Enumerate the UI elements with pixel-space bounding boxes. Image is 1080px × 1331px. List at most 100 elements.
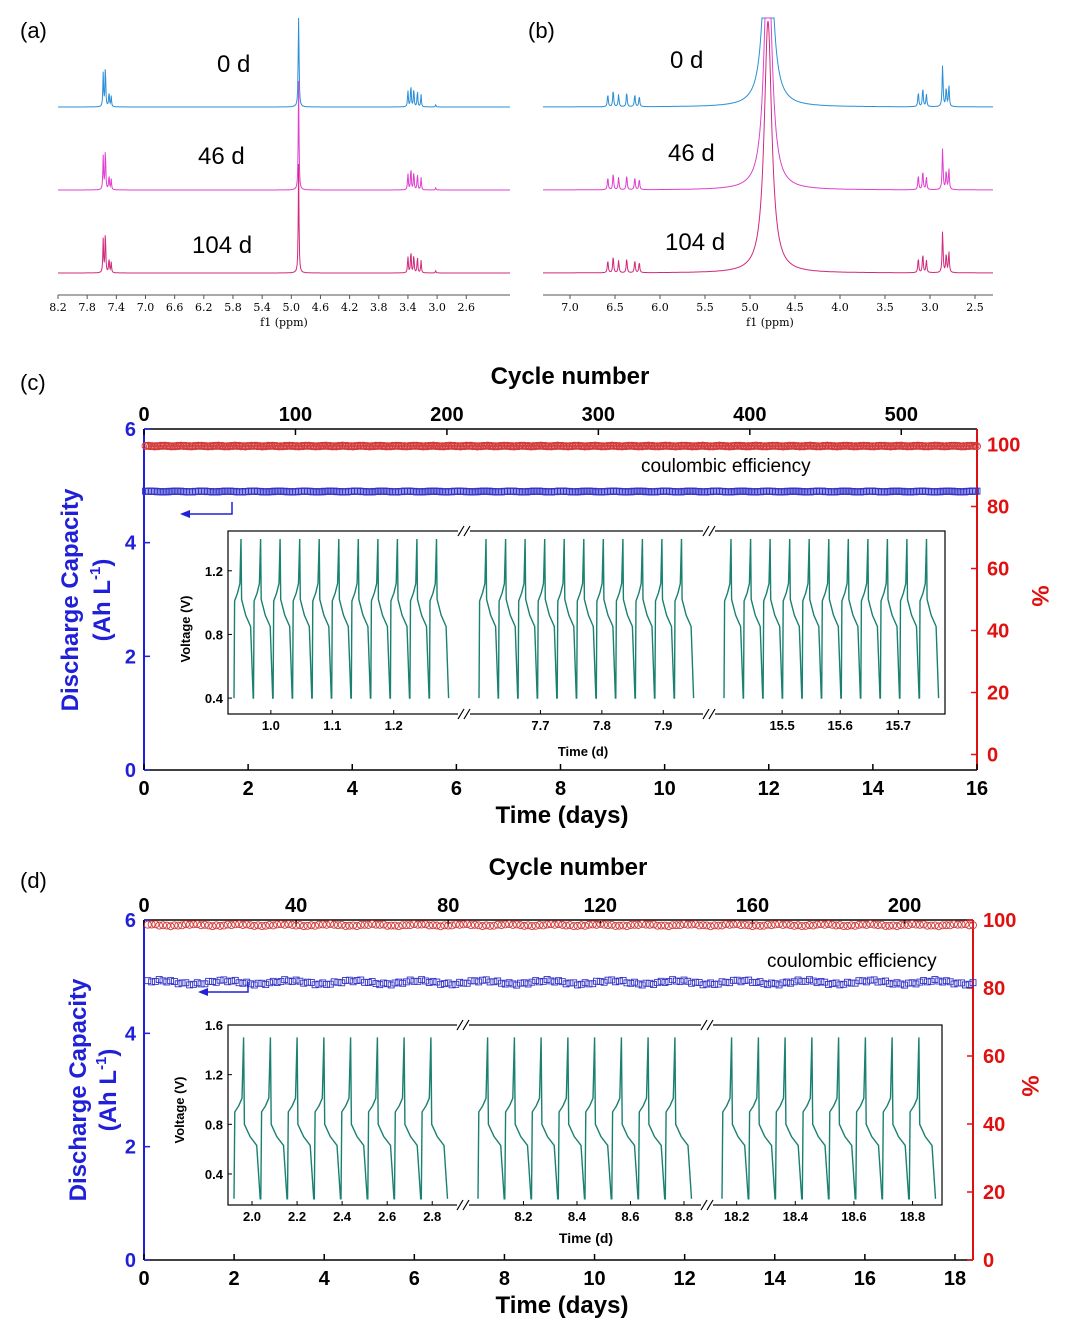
capacity-point (300, 979, 308, 987)
ce-point (444, 921, 453, 930)
capacity-point (577, 980, 585, 988)
panel-a-x-label: f1 (ppm) (260, 316, 308, 329)
panel-a-label: (a) (20, 18, 47, 43)
capacity-point (532, 977, 540, 985)
capacity-point (505, 979, 513, 987)
inset-frame (227, 530, 946, 715)
ce-point (934, 922, 943, 931)
capacity-point (494, 977, 502, 985)
ce-point (349, 921, 358, 930)
inset-x-tick-label: 18.4 (783, 1209, 809, 1224)
capacity-point (961, 981, 969, 989)
capacity-point (707, 979, 715, 987)
panel-b-x-ticks: 7.0 6.5 6.0 5.5 5.0 4.5 4.0 3.5 3.0 2.5 (561, 295, 984, 314)
x-tick-label: 7.0 (137, 301, 155, 314)
y2-tick-label: 100 (983, 910, 1016, 932)
capacity-point (661, 979, 669, 986)
inset-voltage-curve (723, 538, 940, 699)
capacity-point (288, 978, 296, 986)
capacity-point (353, 977, 361, 984)
axis-break-mark (456, 1199, 464, 1211)
capacity-point (916, 978, 924, 986)
ce-point (197, 921, 205, 930)
panel-c-x-axis-title: Time (days) (496, 802, 629, 829)
panel-b-label-104d: 104 d (665, 229, 725, 256)
ce-point (417, 920, 426, 929)
capacity-point (574, 981, 581, 989)
ce-point (927, 921, 936, 930)
ce-point (413, 920, 422, 929)
capacity-point (741, 977, 749, 984)
ce-point (676, 921, 685, 930)
capacity-point (517, 979, 524, 987)
capacity-point (973, 487, 981, 495)
inset-x-tick-label: 1.0 (262, 718, 280, 733)
panel-c-top-axis-title: Cycle number (491, 363, 650, 390)
capacity-point (231, 976, 239, 984)
capacity-point (756, 978, 764, 986)
capacity-point (581, 979, 589, 987)
capacity-point (608, 976, 616, 984)
panel-a-nmr: (a) 0 d 46 d 104 d 8.2 7.8 7.4 7.0 6.6 6.2 5.8… (20, 17, 510, 329)
ce-point (778, 921, 787, 929)
capacity-point (779, 979, 787, 987)
capacity-point (684, 977, 692, 985)
panel-b-label: (b) (528, 18, 555, 43)
panel-d-inset-x-title: Time (d) (559, 1230, 613, 1246)
ce-point (246, 921, 255, 930)
ce-point (763, 920, 772, 929)
capacity-point (939, 978, 947, 986)
ce-point (790, 921, 799, 930)
inset-voltage-curve (233, 538, 450, 699)
ce-point (816, 920, 825, 929)
capacity-point (885, 979, 893, 987)
capacity-point (273, 979, 281, 987)
capacity-point (387, 981, 395, 989)
capacity-point (368, 978, 376, 986)
ce-point (314, 920, 323, 929)
capacity-point (414, 977, 422, 985)
ce-point (915, 920, 924, 929)
ce-point (737, 921, 745, 930)
y2-tick-label: 80 (983, 978, 1005, 1000)
ce-point (273, 920, 282, 929)
inset-x-tick-label: 7.8 (593, 718, 611, 733)
x-tick-label: 3.8 (370, 301, 388, 314)
capacity-point (406, 976, 414, 984)
capacity-point (459, 979, 467, 987)
capacity-point (292, 976, 300, 984)
panel-c-cycling: (c) Cycle number Time (days) Discharge C… (20, 363, 1053, 829)
inset-y-tick-label: 0.4 (205, 691, 224, 706)
ce-point (718, 921, 726, 930)
capacity-point (342, 976, 349, 984)
ce-point (474, 921, 483, 930)
capacity-point (847, 979, 855, 987)
capacity-point (748, 978, 756, 986)
ce-point (912, 920, 920, 929)
ce-point (824, 920, 833, 929)
inset-x-tick-label: 18.6 (841, 1209, 866, 1224)
x-tick-label: 2.6 (458, 301, 476, 314)
capacity-point (688, 979, 696, 987)
ce-point (622, 922, 631, 931)
capacity-point (338, 979, 346, 987)
y2-tick-label: 40 (983, 1114, 1005, 1136)
capacity-point (376, 981, 384, 989)
capacity-point (186, 981, 194, 989)
ce-point (752, 921, 761, 930)
x2-tick-label: 120 (584, 895, 617, 917)
inset-x-tick-label: 7.7 (531, 718, 549, 733)
capacity-point (923, 978, 931, 986)
ce-point (725, 920, 734, 929)
y2-tick-label: 40 (987, 621, 1009, 643)
capacity-point (391, 979, 399, 987)
ce-point (368, 919, 377, 928)
x-tick-label: 4 (347, 778, 359, 800)
y-tick-label: 0 (125, 760, 136, 782)
ce-point (254, 921, 263, 930)
ce-point (843, 921, 852, 930)
inset-voltage-curve (477, 1037, 693, 1200)
capacity-point (304, 978, 311, 986)
ce-point (151, 920, 160, 929)
capacity-point (178, 979, 186, 987)
